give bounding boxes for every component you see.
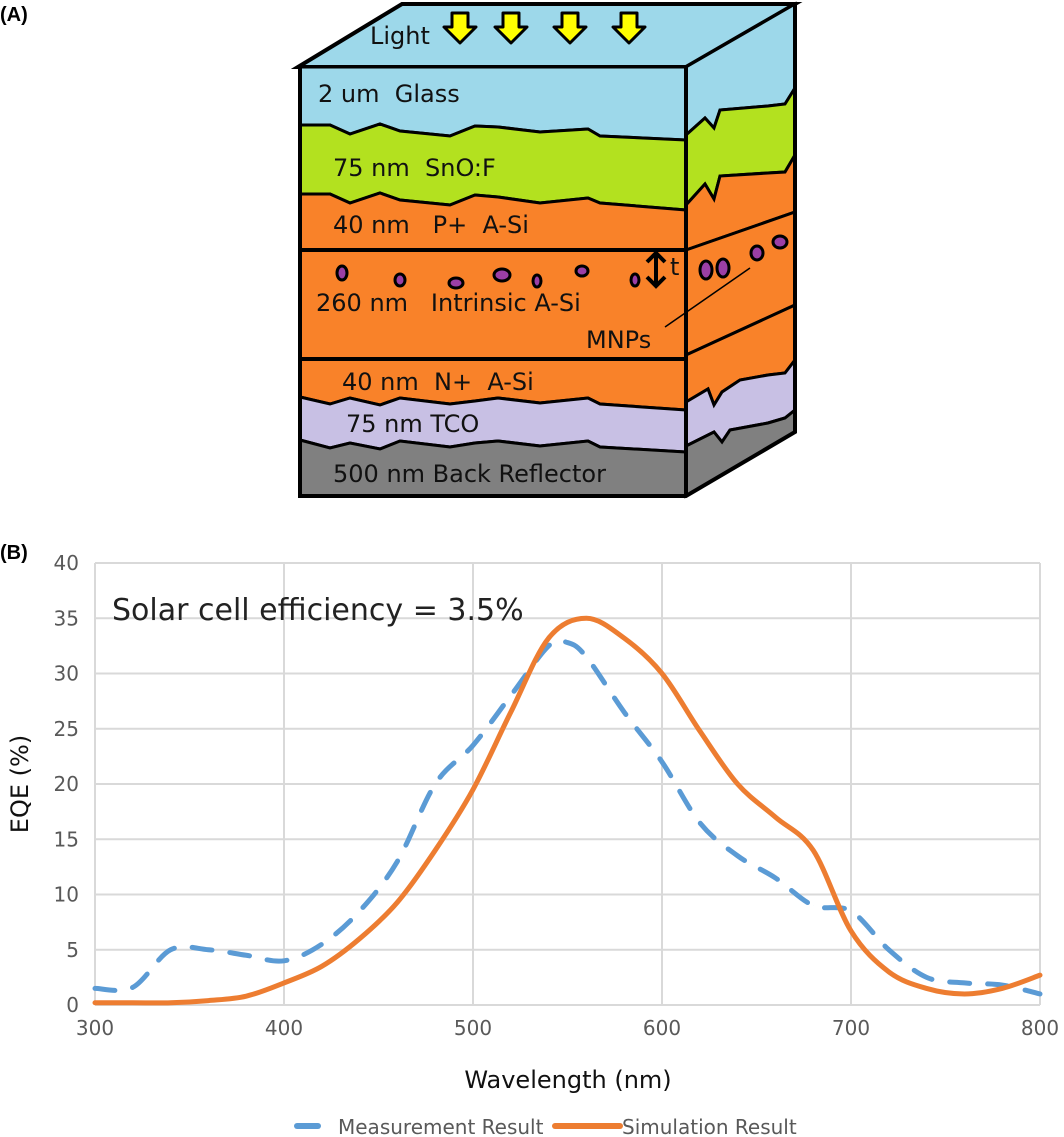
arrow-down-icon	[552, 11, 588, 45]
x-tick-label: 300	[76, 1016, 114, 1040]
legend-label-measurement: Measurement Result	[338, 1115, 544, 1137]
layer-label-p-asi: 40 nm P+ A-Si	[333, 211, 529, 239]
legend-label-simulation: Simulation Result	[622, 1115, 797, 1137]
series-line-simulation	[92, 615, 1043, 1006]
solar-cell-diagram: Light 2 um Glass 75 nm SnO:F 40 nm P+ A-…	[290, 1, 803, 499]
panel-label-a: (A)	[0, 4, 28, 26]
front-face	[298, 65, 688, 498]
nanoparticle	[492, 267, 512, 283]
layer-label-intrinsic-asi: 260 nm Intrinsic A-Si	[316, 289, 581, 317]
series-line-measurement	[92, 637, 1043, 997]
light-arrows	[442, 11, 647, 45]
nanoparticle	[698, 259, 714, 281]
layer-label-sno: 75 nm SnO:F	[333, 154, 496, 182]
nanoparticles	[335, 234, 789, 290]
nanoparticle	[447, 276, 465, 290]
thickness-label: t	[670, 253, 679, 281]
y-tick-label: 25	[54, 717, 79, 741]
side-face	[684, 1, 797, 499]
x-axis-title: Wavelength (nm)	[464, 1066, 671, 1094]
x-tick-label: 800	[1021, 1016, 1059, 1040]
layer-label-back-reflector: 500 nm Back Reflector	[333, 460, 606, 488]
grid	[94, 562, 1041, 1006]
y-tick-label: 5	[66, 938, 79, 962]
x-tick-label: 600	[643, 1016, 681, 1040]
x-tick-label: 500	[454, 1016, 492, 1040]
efficiency-annotation: Solar cell efficiency = 3.5%	[112, 593, 524, 628]
arrow-down-icon	[442, 11, 478, 45]
series-group	[92, 615, 1043, 1006]
x-tick-label: 700	[832, 1016, 870, 1040]
y-tick-label: 30	[54, 662, 79, 686]
y-tick-label: 0	[66, 993, 79, 1017]
nanoparticle	[771, 234, 789, 250]
light-label: Light	[370, 22, 430, 50]
box-outline	[298, 4, 797, 498]
y-tick-label: 40	[54, 551, 79, 575]
y-tick-label: 20	[54, 772, 79, 796]
layer-label-glass: 2 um Glass	[318, 80, 460, 108]
panel-label-b: (B)	[0, 542, 28, 564]
y-ticks: 0 5 10 15 20 25 30 35 40	[54, 551, 79, 1017]
nanoparticle	[335, 264, 349, 282]
mnps-leader-line	[664, 267, 751, 328]
layer-label-n-asi: 40 nm N+ A-Si	[342, 368, 534, 396]
legend: Measurement Result Simulation Result	[294, 1115, 797, 1137]
arrow-down-icon	[611, 11, 647, 45]
mnps-label: MNPs	[586, 326, 651, 354]
x-ticks: 300 400 500 600 700 800	[76, 1016, 1059, 1040]
nanoparticle	[629, 272, 641, 288]
y-tick-label: 35	[54, 606, 79, 630]
eqe-chart: 0 5 10 15 20 25 30 35 40 300 400 500 600 700 800 Sola…	[6, 551, 1059, 1137]
nanoparticle	[531, 273, 543, 289]
arrow-down-icon	[493, 11, 529, 45]
nanoparticle	[393, 272, 407, 288]
y-tick-label: 10	[54, 883, 79, 907]
layer-label-tco: 75 nm TCO	[346, 410, 479, 438]
y-tick-label: 15	[54, 827, 79, 851]
nanoparticle	[574, 264, 590, 278]
y-axis-title: EQE (%)	[6, 735, 34, 833]
nanoparticle	[715, 257, 731, 279]
nanoparticle	[749, 244, 765, 262]
x-tick-label: 400	[265, 1016, 303, 1040]
thickness-arrow-icon	[645, 250, 667, 289]
